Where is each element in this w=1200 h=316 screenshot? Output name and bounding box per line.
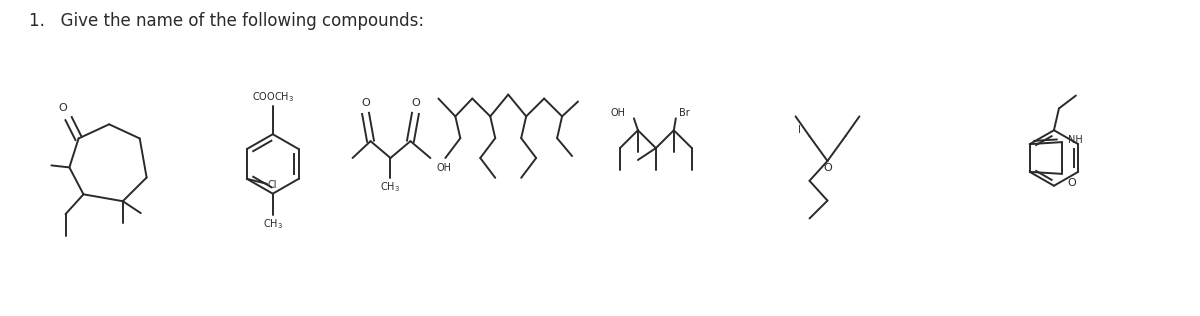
Text: O: O	[1068, 178, 1076, 188]
Text: I: I	[798, 125, 800, 135]
Text: O: O	[823, 163, 832, 173]
Text: OH: OH	[611, 108, 626, 118]
Text: CH$_3$: CH$_3$	[263, 217, 283, 231]
Text: NH: NH	[1068, 135, 1082, 145]
Text: CH$_3$: CH$_3$	[380, 180, 401, 194]
Text: Br: Br	[679, 108, 690, 118]
Text: COOCH$_3$: COOCH$_3$	[252, 91, 294, 105]
Text: O: O	[412, 99, 420, 108]
Text: Cl: Cl	[268, 180, 277, 190]
Text: O: O	[59, 103, 67, 113]
Text: OH: OH	[437, 163, 451, 173]
Text: 1.   Give the name of the following compounds:: 1. Give the name of the following compou…	[29, 12, 425, 30]
Text: O: O	[361, 99, 370, 108]
